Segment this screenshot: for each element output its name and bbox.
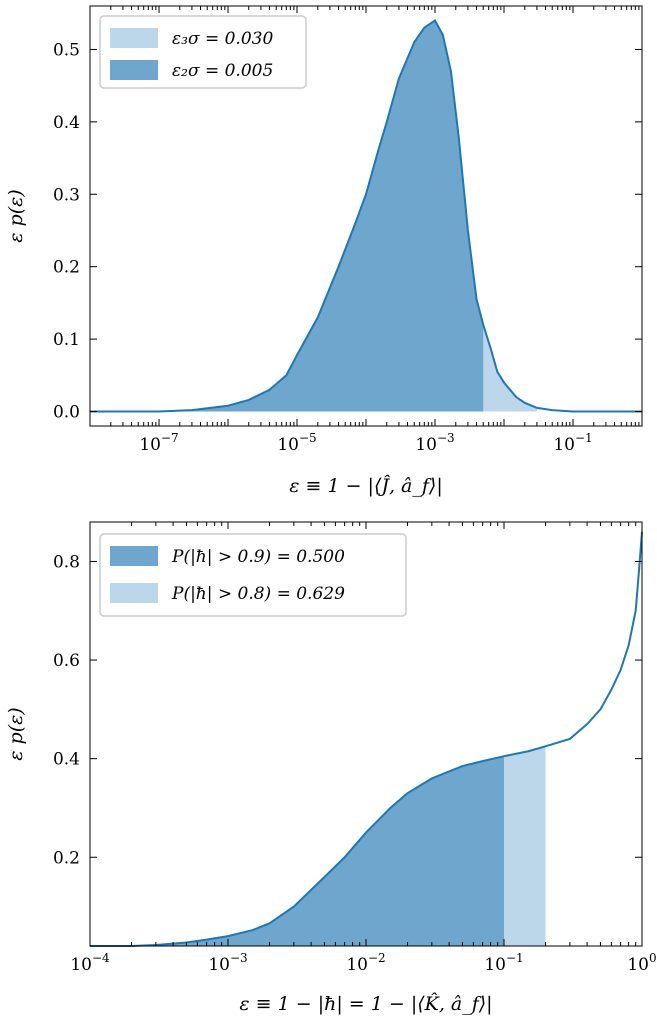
y-tick-label: 0.6 (53, 651, 80, 671)
y-tick-label: 0.3 (53, 185, 80, 205)
legend-swatch (110, 60, 158, 80)
top-y-axis-label: ε p(ε) (5, 189, 27, 242)
y-tick-label: 0.8 (53, 552, 80, 572)
y-tick-label: 0.4 (53, 113, 80, 133)
y-tick-label: 0.0 (53, 403, 80, 423)
top-panel: 10−7 10−5 10−3 10−1 0.0 0.1 0.2 0.3 0.4 0.5 ε₃σ =… (53, 6, 642, 455)
x-tick-label: 10−3 (415, 431, 454, 455)
x-tick-label: 10−1 (553, 431, 592, 455)
shaded-region-2 (90, 756, 504, 946)
legend-swatch (110, 28, 158, 48)
x-tick-label: 10−1 (484, 951, 523, 975)
bottom-y-axis-label: ε p(ε) (5, 707, 27, 760)
x-tick-label: 10−3 (208, 951, 247, 975)
y-tick-label: 0.5 (53, 40, 80, 60)
legend-entry: P(|ħ| > 0.8) = 0.629 (171, 584, 345, 604)
legend-swatch (110, 546, 158, 566)
bottom-panel: 10−4 10−3 10−2 10−1 100 0.2 0.4 0.6 0.8 P(|ħ| > … (53, 522, 657, 975)
x-tick-label: 10−2 (346, 951, 385, 975)
legend-entry: ε₃σ = 0.030 (172, 29, 273, 49)
legend-entry: ε₂σ = 0.005 (172, 61, 273, 81)
x-tick-label: 10−7 (139, 431, 178, 455)
x-tick-label: 10−5 (277, 431, 316, 455)
bottom-x-axis-label: ε ≡ 1 − |ħ| = 1 − |⟨K̂, â_f⟩| (239, 993, 492, 1015)
y-tick-label: 0.4 (53, 750, 80, 770)
legend-entry: P(|ħ| > 0.9) = 0.500 (171, 547, 345, 567)
y-tick-label: 0.2 (53, 848, 80, 868)
x-tick-label: 100 (627, 951, 656, 975)
legend-swatch (110, 583, 158, 603)
y-tick-label: 0.1 (53, 330, 80, 350)
x-tick-label: 10−4 (70, 951, 110, 975)
top-x-axis-label: ε ≡ 1 − |⟨Ĵ, â_f⟩| (289, 474, 442, 497)
y-tick-label: 0.2 (53, 258, 80, 278)
top-legend: ε₃σ = 0.030 ε₂σ = 0.005 (100, 16, 306, 88)
bottom-legend: P(|ħ| > 0.9) = 0.500 P(|ħ| > 0.8) = 0.629 (100, 534, 406, 616)
